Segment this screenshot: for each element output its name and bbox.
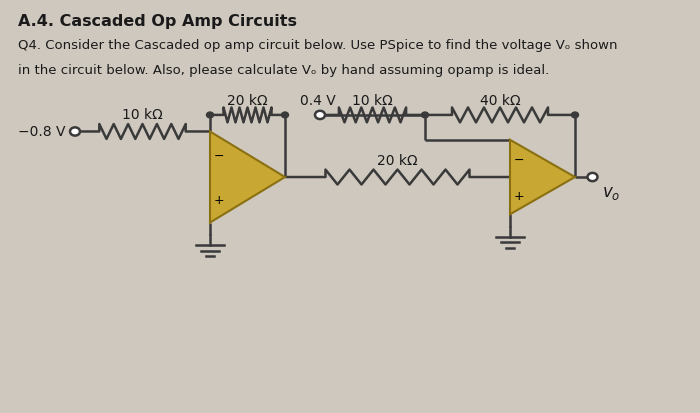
Text: Q4. Consider the Cascaded op amp circuit below. Use PSpice to find the voltage V: Q4. Consider the Cascaded op amp circuit… bbox=[18, 39, 617, 52]
Text: $+$: $+$ bbox=[513, 190, 524, 203]
Text: 20 kΩ: 20 kΩ bbox=[228, 93, 268, 107]
Circle shape bbox=[315, 112, 325, 120]
Circle shape bbox=[206, 113, 214, 119]
Polygon shape bbox=[210, 132, 285, 223]
Text: −0.8 V: −0.8 V bbox=[18, 125, 66, 139]
Text: $v_o$: $v_o$ bbox=[601, 183, 620, 201]
Text: A.4. Cascaded Op Amp Circuits: A.4. Cascaded Op Amp Circuits bbox=[18, 14, 297, 29]
Circle shape bbox=[421, 113, 428, 119]
Text: $+$: $+$ bbox=[214, 194, 225, 207]
Text: 10 kΩ: 10 kΩ bbox=[122, 108, 163, 122]
Text: 40 kΩ: 40 kΩ bbox=[480, 93, 520, 107]
Polygon shape bbox=[510, 140, 575, 215]
Text: 20 kΩ: 20 kΩ bbox=[377, 153, 418, 167]
Text: $-$: $-$ bbox=[214, 148, 225, 161]
Circle shape bbox=[571, 113, 578, 119]
Circle shape bbox=[70, 128, 80, 136]
Circle shape bbox=[587, 173, 598, 182]
Text: 10 kΩ: 10 kΩ bbox=[352, 93, 393, 107]
Text: $-$: $-$ bbox=[513, 152, 524, 166]
Text: 0.4 V: 0.4 V bbox=[300, 93, 335, 107]
Circle shape bbox=[281, 113, 288, 119]
Text: in the circuit below. Also, please calculate Vₒ by hand assuming opamp is ideal.: in the circuit below. Also, please calcu… bbox=[18, 64, 549, 77]
